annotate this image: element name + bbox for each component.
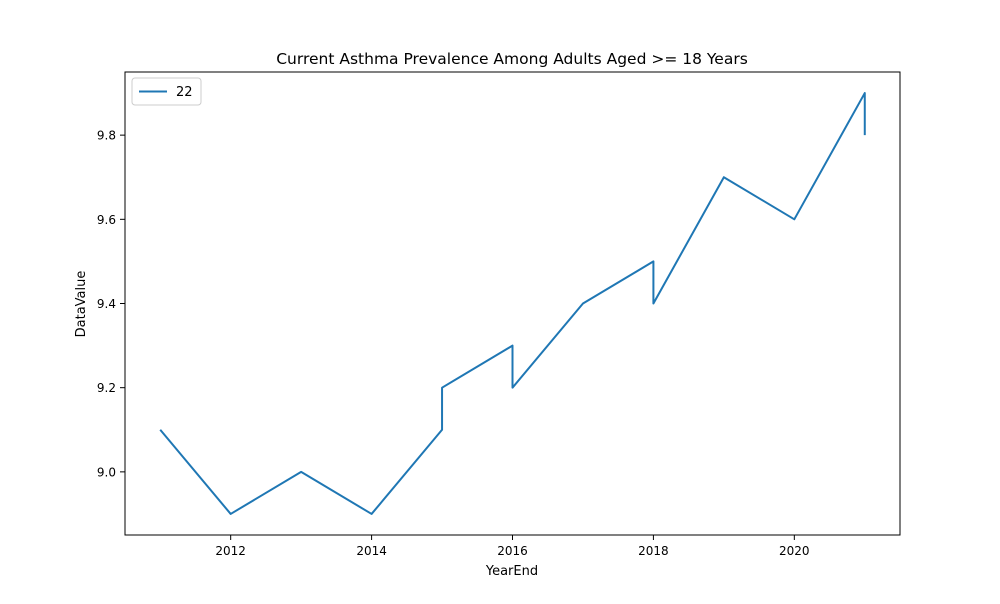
x-axis-ticks: 2012 2014 2016 2018 2020 [215,535,810,558]
legend-label: 22 [176,85,193,100]
x-tick-label: 2018 [638,544,669,558]
x-tick-label: 2014 [356,544,387,558]
y-tick-label: 9.6 [97,213,116,227]
x-tick-label: 2016 [497,544,528,558]
x-tick-label: 2020 [779,544,810,558]
legend: 22 [131,77,202,106]
y-tick-label: 9.2 [97,381,116,395]
series-line-0 [159,92,866,515]
plot-area-border [124,71,901,536]
chart-title: Current Asthma Prevalence Among Adults A… [276,50,748,68]
y-tick-label: 9.0 [97,465,116,479]
y-axis-ticks: 9.0 9.2 9.4 9.6 9.8 [97,129,125,479]
x-tick-label: 2012 [215,544,246,558]
x-axis-label: YearEnd [485,564,538,579]
y-tick-label: 9.8 [97,129,116,143]
y-axis-label: DataValue [74,271,89,338]
axes-frame [124,71,901,536]
series-layer [159,92,866,515]
y-tick-label: 9.4 [97,297,116,311]
